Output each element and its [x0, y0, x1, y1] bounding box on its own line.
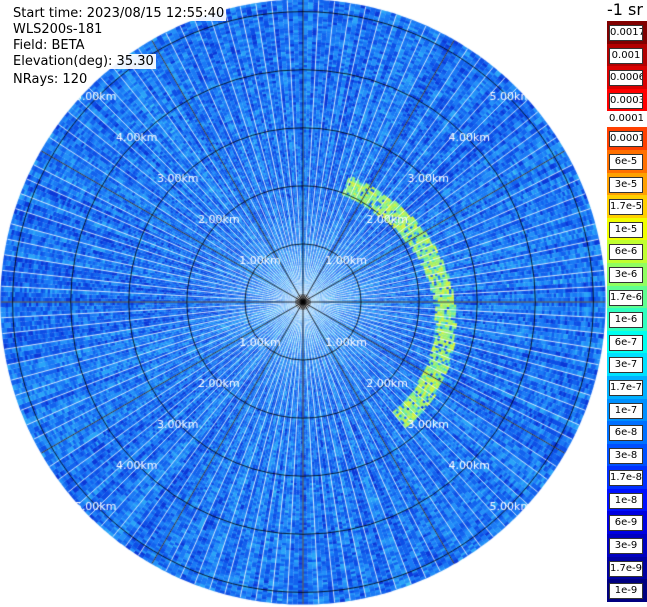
colorbar-cell: 3e-7 — [607, 353, 647, 376]
colorbar-cell: 6e-9 — [607, 511, 647, 535]
colorbar-cell: 1.7e-9 — [607, 556, 647, 580]
colorbar-tick-label: 0.0006 — [609, 70, 643, 87]
colorbar-tick-label: 0.001 — [609, 47, 643, 64]
colorbar-cell: 1e-5 — [607, 217, 647, 241]
colorbar-tick-label: 3e-5 — [609, 176, 643, 193]
colorbar-tick-label: 6e-6 — [609, 244, 643, 261]
colorbar-cell: 3e-8 — [607, 443, 647, 467]
colorbar-tick-label: 1.7e-7 — [609, 379, 643, 396]
colorbar-cell: 6e-5 — [607, 149, 647, 173]
colorbar-cell: 1e-8 — [607, 488, 647, 512]
colorbar-cell: 0.00017 — [607, 111, 647, 128]
colorbar-cell: 0.0017 — [607, 21, 647, 44]
colorbar-tick-label: 1e-7 — [609, 402, 643, 419]
colorbar-tick-label: 1.7e-5 — [609, 199, 643, 216]
colorbar-cell: 1e-9 — [607, 579, 647, 602]
colorbar-cell: 6e-7 — [607, 330, 647, 354]
field-label: Field: BETA — [11, 38, 87, 53]
colorbar-cell: 3e-6 — [607, 262, 647, 286]
colorbar-tick-label: 0.0001 — [609, 131, 643, 148]
colorbar-tick-label: 0.00017 — [609, 113, 643, 125]
colorbar-tick-label: 0.0003 — [609, 92, 643, 109]
colorbar-cell: 6e-8 — [607, 421, 647, 444]
colorbar-tick-label: 1.7e-9 — [609, 560, 643, 577]
colorbar-cell: 1.7e-7 — [607, 375, 647, 399]
colorbar-tick-label: 1e-5 — [609, 221, 643, 238]
colorbar-cell: 0.0001 — [607, 127, 647, 150]
colorbar-tick-label: 1.7e-8 — [609, 470, 643, 487]
colorbar-tick-label: 6e-9 — [609, 515, 643, 532]
colorbar-tick-label: 1e-9 — [609, 583, 643, 600]
instrument-label: WLS200s-181 — [11, 22, 105, 37]
colorbar-cell: 1e-6 — [607, 308, 647, 331]
nrays-label: NRays: 120 — [11, 72, 90, 87]
colorbar-tick-label: 3e-7 — [609, 357, 643, 374]
elevation-label: Elevation(deg): 35.30 — [11, 54, 156, 69]
colorbar-cell: 1.7e-5 — [607, 195, 647, 218]
colorbar-tick-label: 1.7e-6 — [609, 289, 643, 306]
colorbar-cell: 0.0003 — [607, 88, 647, 112]
colorbar-cell: 3e-9 — [607, 534, 647, 557]
colorbar-tick-label: 1e-8 — [609, 492, 643, 509]
colorbar: 0.0017 0.001 0.0006 0.0003 0.00017 0.0001 6e-5… — [607, 21, 647, 602]
colorbar-cell: 1e-7 — [607, 398, 647, 422]
colorbar-tick-label: 1e-6 — [609, 312, 643, 329]
colorbar-cell: 6e-6 — [607, 240, 647, 263]
colorbar-tick-label: 0.0017 — [609, 25, 643, 41]
colorbar-tick-label: 6e-7 — [609, 334, 643, 351]
colorbar-tick-label: 3e-9 — [609, 538, 643, 555]
colorbar-tick-label: 3e-6 — [609, 266, 643, 283]
colorbar-tick-label: 6e-8 — [609, 425, 643, 442]
colorbar-cell: 1.7e-6 — [607, 285, 647, 309]
start-time-label: Start time: 2023/08/15 12:55:40 — [11, 6, 227, 21]
colorbar-cell: 0.0006 — [607, 66, 647, 89]
colorbar-cell: 0.001 — [607, 43, 647, 67]
colorbar-tick-label: 3e-8 — [609, 447, 643, 464]
colorbar-cell: 1.7e-8 — [607, 466, 647, 489]
colorbar-tick-label: 6e-5 — [609, 153, 643, 170]
ppi-plot — [0, 0, 607, 607]
colorbar-cell: 3e-5 — [607, 172, 647, 196]
colorbar-unit-label: -1 sr — [607, 0, 643, 19]
